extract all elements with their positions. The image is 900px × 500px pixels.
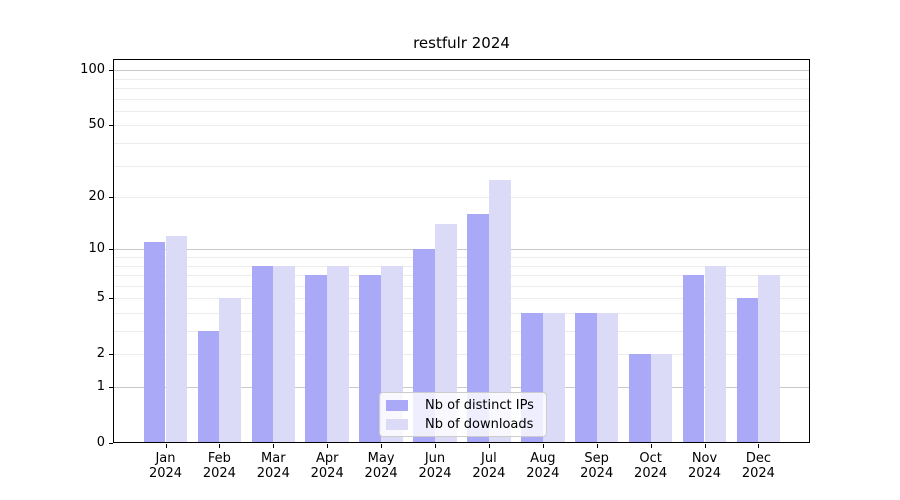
x-tick-label-sep: Sep 2024 <box>580 451 614 481</box>
legend-swatch-downloads <box>386 418 408 430</box>
y-tick-mark-0 <box>109 443 113 444</box>
gridline-minor-8 <box>114 265 809 267</box>
x-tick-mark-aug <box>542 444 544 448</box>
x-tick-mark-may <box>381 444 383 448</box>
gridline-minor-90 <box>114 78 809 80</box>
x-tick-mark-jul <box>488 444 490 448</box>
y-tick-mark-50 <box>109 125 113 127</box>
x-tick-label-jun: Jun 2024 <box>418 451 452 481</box>
y-tick-label-5: 5 <box>96 290 105 306</box>
y-tick-label-20: 20 <box>88 189 105 205</box>
legend-label-downloads: Nb of downloads <box>425 416 534 432</box>
gridline-minor-20 <box>114 197 809 199</box>
bar-downloads-dec <box>758 275 781 443</box>
bar-distinct-ips-oct <box>628 354 651 443</box>
bar-downloads-apr <box>327 265 349 443</box>
x-tick-mark-mar <box>273 444 275 448</box>
legend-row-distinct-ips: Nb of distinct IPs <box>386 398 538 413</box>
bar-downloads-aug <box>542 313 565 443</box>
bar-distinct-ips-jan <box>143 242 166 443</box>
gridline-minor-50 <box>114 125 809 127</box>
y-tick-label-1: 1 <box>96 379 105 394</box>
gridline-minor-30 <box>114 165 809 167</box>
x-tick-label-mar: Mar 2024 <box>256 451 290 481</box>
bar-downloads-jul <box>488 179 511 443</box>
y-tick-mark-10 <box>109 249 113 251</box>
legend: Nb of distinct IPs Nb of downloads <box>379 392 547 437</box>
y-tick-mark-2 <box>109 354 113 356</box>
gridline-minor-60 <box>114 110 809 112</box>
x-tick-mark-sep <box>596 444 598 448</box>
x-tick-mark-dec <box>758 444 760 448</box>
y-tick-mark-5 <box>109 298 113 300</box>
legend-label-distinct-ips: Nb of distinct IPs <box>425 397 534 413</box>
bar-distinct-ips-sep <box>574 313 597 443</box>
gridline-major-10 <box>114 249 809 251</box>
gridline-minor-40 <box>114 143 809 144</box>
x-tick-label-aug: Aug 2024 <box>526 451 560 481</box>
chart-title: restfulr 2024 <box>413 34 510 52</box>
x-tick-label-feb: Feb 2024 <box>202 451 236 481</box>
x-tick-mark-jan <box>165 444 167 448</box>
y-tick-label-2: 2 <box>96 346 105 362</box>
y-tick-label-100: 100 <box>80 62 105 78</box>
gridline-minor-9 <box>114 257 809 258</box>
y-tick-label-50: 50 <box>88 117 105 133</box>
gridline-major-100 <box>114 70 809 72</box>
x-tick-label-dec: Dec 2024 <box>741 451 775 481</box>
y-tick-mark-1 <box>109 387 113 388</box>
bar-downloads-mar <box>273 265 296 443</box>
x-tick-label-oct: Oct 2024 <box>634 451 668 481</box>
x-tick-label-may: May 2024 <box>364 451 398 481</box>
bar-downloads-jan <box>165 235 188 443</box>
x-tick-mark-nov <box>704 444 706 448</box>
bar-downloads-jun <box>435 224 457 443</box>
y-tick-mark-20 <box>109 197 113 199</box>
y-tick-mark-100 <box>109 70 113 72</box>
gridline-minor-3 <box>114 331 809 332</box>
x-tick-mark-jun <box>435 444 436 448</box>
y-tick-label-0: 0 <box>96 435 105 450</box>
y-tick-label-10: 10 <box>88 241 105 257</box>
gridline-minor-70 <box>114 98 809 100</box>
gridline-minor-7 <box>114 275 809 276</box>
bar-distinct-ips-may <box>359 275 382 443</box>
bar-distinct-ips-apr <box>305 275 328 443</box>
gridline-minor-4 <box>114 313 809 314</box>
legend-row-downloads: Nb of downloads <box>386 417 538 432</box>
x-tick-mark-apr <box>327 444 329 448</box>
bar-distinct-ips-jul <box>467 214 489 443</box>
bar-downloads-feb <box>219 298 242 443</box>
x-tick-mark-feb <box>219 444 221 448</box>
bar-distinct-ips-dec <box>736 298 759 443</box>
gridline-minor-5 <box>114 298 809 300</box>
bar-downloads-sep <box>596 313 619 443</box>
bar-distinct-ips-feb <box>197 331 220 443</box>
gridline-major-1 <box>114 387 809 388</box>
gridline-minor-80 <box>114 88 809 89</box>
bar-downloads-nov <box>704 265 727 443</box>
x-tick-mark-oct <box>650 444 652 448</box>
legend-swatch-distinct-ips <box>386 399 408 411</box>
gridline-minor-6 <box>114 285 809 287</box>
bar-downloads-oct <box>650 354 673 443</box>
x-tick-label-apr: Apr 2024 <box>310 451 344 481</box>
gridline-minor-2 <box>114 354 809 356</box>
bar-distinct-ips-mar <box>251 265 274 443</box>
bar-distinct-ips-nov <box>682 275 705 443</box>
x-tick-label-nov: Nov 2024 <box>687 451 722 481</box>
x-tick-label-jul: Jul 2024 <box>472 451 506 481</box>
x-tick-label-jan: Jan 2024 <box>148 451 183 481</box>
